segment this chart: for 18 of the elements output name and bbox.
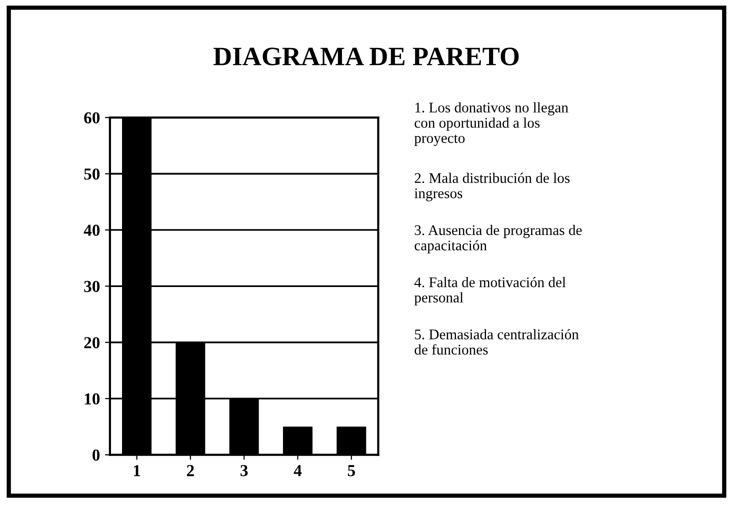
x-tick-label: 4 — [294, 465, 302, 476]
x-tick-label: 5 — [348, 465, 355, 476]
chart-title: DIAGRAMA DE PARETO — [213, 48, 519, 66]
y-tick-label: 60 — [84, 112, 100, 124]
text: 2. Mala distribución de los ingresos — [414, 172, 570, 202]
y-tick-label: 30 — [84, 280, 100, 292]
y-tick-label: 40 — [84, 224, 100, 236]
x-tick-label: 2 — [186, 465, 194, 476]
text: 5. Demasiada centralización de funciones — [414, 329, 579, 355]
text: 4. Falta de motivación del personal — [414, 276, 566, 306]
text: 1. Los donativos no llegan con oportunidad a los proyecto — [414, 102, 568, 146]
x-tick-label: 1 — [134, 465, 140, 476]
text: 3. Ausencia de programas de capacitación — [414, 224, 582, 254]
y-tick-label: 0 — [92, 449, 100, 461]
y-tick-label: 50 — [84, 168, 100, 180]
y-tick-label: 10 — [84, 393, 100, 405]
x-tick-label: 3 — [240, 465, 248, 476]
y-tick-label: 20 — [84, 337, 100, 348]
